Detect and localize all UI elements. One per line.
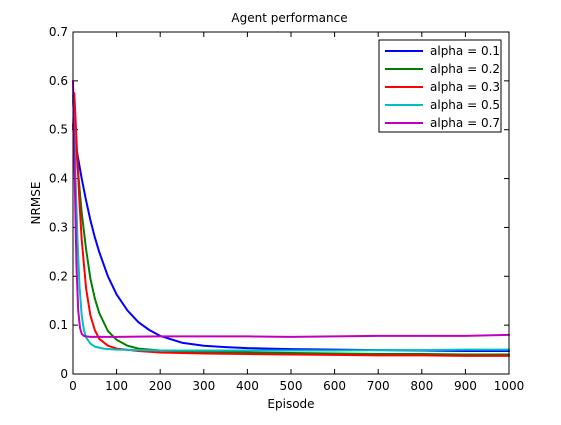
x-tick-label: 100 — [105, 379, 128, 393]
y-tick-label: 0.5 — [49, 123, 68, 137]
x-tick-label: 800 — [410, 379, 433, 393]
plot-frame — [72, 31, 510, 375]
x-tick-label: 500 — [280, 379, 303, 393]
x-tick-label: 0 — [69, 379, 77, 393]
y-tick-label: 0.2 — [49, 269, 68, 283]
x-axis-title: Episode — [267, 397, 314, 411]
legend-label-2: alpha = 0.2 — [430, 62, 500, 76]
x-tick-label: 700 — [367, 379, 390, 393]
y-tick-label: 0.1 — [49, 318, 68, 332]
series-line-3 — [72, 92, 510, 357]
legend-label-4: alpha = 0.5 — [430, 98, 500, 112]
series-line-4 — [72, 94, 510, 352]
y-tick-label: 0 — [60, 367, 68, 381]
series-lines — [72, 79, 510, 357]
legend-label-5: alpha = 0.7 — [430, 116, 500, 130]
series-line-5 — [72, 79, 510, 338]
x-tick-label: 900 — [454, 379, 477, 393]
legend-label-1: alpha = 0.1 — [430, 44, 500, 58]
y-tick-label: 0.4 — [49, 172, 68, 186]
x-tick-label: 1000 — [494, 379, 525, 393]
y-axis-title: NRMSE — [29, 182, 43, 225]
y-tick-label: 0.7 — [49, 25, 68, 39]
x-tick-label: 300 — [192, 379, 215, 393]
y-tick-label: 0.6 — [49, 74, 68, 88]
legend: alpha = 0.1 alpha = 0.2 alpha = 0.3 alpha =… — [378, 39, 502, 133]
x-tick-label: 400 — [236, 379, 259, 393]
axis-ticks: 0 100 200 300 400 500 600 700 800 900 1000 0 0.1 0.2 0… — [49, 25, 524, 393]
series-line-2 — [72, 99, 510, 356]
chart-title: Agent performance — [231, 11, 347, 25]
y-tick-label: 0.3 — [49, 220, 68, 234]
x-tick-label: 600 — [323, 379, 346, 393]
legend-label-3: alpha = 0.3 — [430, 80, 500, 94]
x-tick-label: 200 — [149, 379, 172, 393]
